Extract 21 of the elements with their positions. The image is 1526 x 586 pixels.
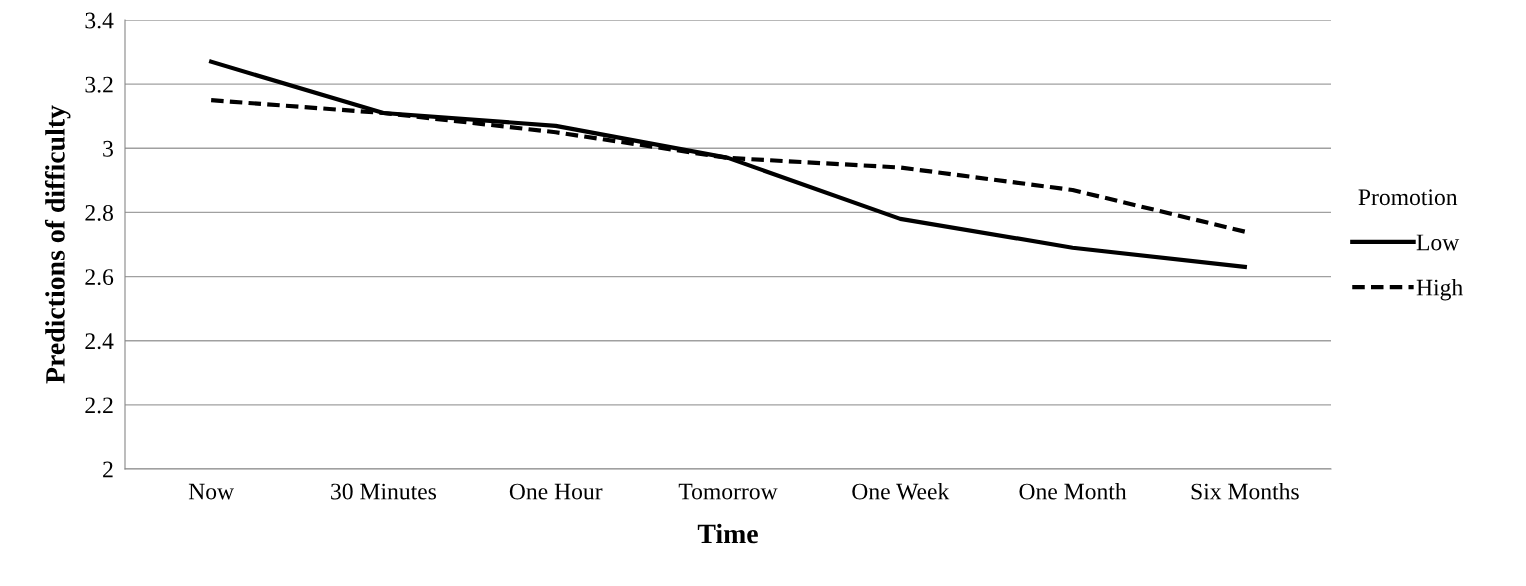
y-tick-label: 2.8: [85, 204, 113, 221]
y-tick-label: 3.4: [85, 12, 114, 29]
legend-title: Promotion: [1358, 189, 1458, 206]
x-tick-label: One Hour: [509, 483, 603, 500]
y-tick-label: 2.2: [85, 397, 113, 414]
x-tick-label: 30 Minutes: [331, 483, 437, 500]
y-tick-label: 3: [103, 140, 113, 157]
y-tick-label: 2.6: [85, 269, 114, 286]
y-axis-title: Predictions of difficulty: [44, 105, 71, 384]
x-tick-label: Tomorrow: [678, 483, 778, 500]
x-tick-label: Now: [188, 483, 234, 500]
y-tick-label: 3.2: [85, 76, 113, 93]
line-series: [209, 59, 1247, 270]
x-tick-label: One Month: [1019, 482, 1127, 500]
y-tick-label: 2.4: [85, 333, 114, 350]
legend-label: High: [1416, 278, 1463, 301]
x-tick-label: Six Months: [1191, 482, 1299, 500]
legend-label: Low: [1416, 234, 1460, 251]
x-tick-label: One Week: [852, 482, 950, 500]
y-tick-label: 2: [103, 461, 113, 478]
x-axis-title: Time: [697, 523, 758, 544]
